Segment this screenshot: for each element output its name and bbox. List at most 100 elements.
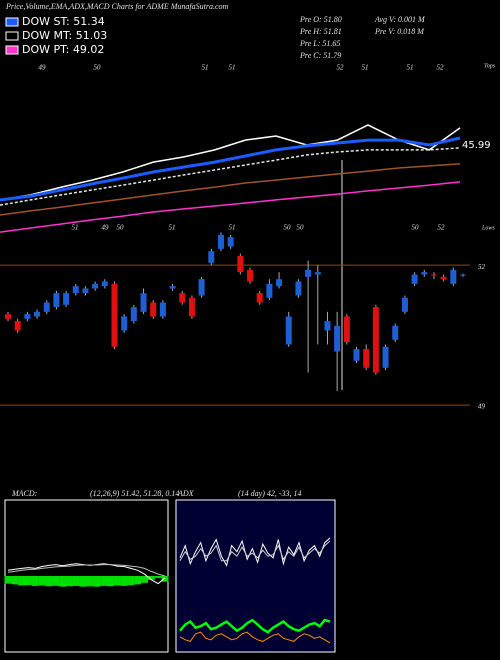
histogram-bar (93, 576, 101, 587)
histogram-bar (79, 576, 87, 587)
top-caption: Tops (484, 63, 496, 69)
candle-body (401, 297, 408, 312)
histogram-bar (18, 576, 26, 586)
info-open: Pre O: 51.80 (299, 15, 342, 24)
top-label: 52 (437, 64, 445, 72)
candle-body (363, 349, 370, 368)
histogram-bar (154, 576, 162, 578)
histogram-bar (45, 576, 53, 587)
candle-body (295, 281, 302, 296)
price-tag: 45.99 (462, 140, 491, 151)
low-caption: Lows (481, 225, 495, 231)
low-label: 49 (102, 224, 110, 232)
histogram-bar (65, 576, 73, 587)
histogram-bar (141, 576, 149, 583)
candle-body (150, 302, 157, 317)
histogram-bar (113, 576, 121, 586)
histogram-bar (31, 576, 39, 586)
candle-body (314, 272, 321, 275)
histogram-bar (86, 576, 94, 587)
candle-body (440, 276, 447, 280)
chart-title: Price,Volume,EMA,ADX,MACD Charts for ADM… (5, 2, 228, 11)
candle-body (34, 311, 41, 317)
low-label: 51 (169, 224, 176, 232)
legend-label: DOW ST: 51.34 (22, 15, 105, 28)
panel-subtitle: (14 day) 42, -33, 14 (238, 489, 302, 498)
panel-title: MACD: (11, 489, 38, 498)
indicator-line (0, 181, 461, 233)
avg-volume: Avg V: 0.001 M (374, 15, 426, 24)
candle-body (276, 279, 283, 287)
candle-body (43, 302, 50, 312)
candle-body (188, 297, 195, 317)
candle-body (92, 283, 99, 289)
histogram-bar (147, 576, 155, 580)
top-label: 51 (407, 64, 414, 72)
candle-body (285, 316, 292, 345)
top-label: 49 (39, 64, 47, 72)
candle-body (14, 321, 21, 331)
candle-body (324, 321, 331, 331)
low-label: 51 (72, 224, 79, 232)
adx-line (179, 618, 331, 634)
candle-body (460, 274, 466, 276)
candle-body (24, 314, 31, 319)
histogram-bar (38, 576, 46, 586)
macd-line (7, 564, 166, 577)
histogram-bar (120, 576, 128, 586)
info-close: Pre C: 51.79 (299, 51, 341, 60)
info-low: Pre L: 51.65 (299, 39, 340, 48)
low-label: 50 (117, 224, 125, 232)
candle-body (101, 281, 108, 287)
top-label: 52 (337, 64, 345, 72)
histogram-bar (52, 576, 60, 586)
candle-body (53, 293, 60, 308)
candle-body (266, 283, 273, 298)
histogram-bar (59, 576, 67, 587)
top-label: 51 (229, 64, 236, 72)
info-high: Pre H: 51.81 (299, 27, 342, 36)
y-tick-label: 52 (478, 263, 486, 271)
low-label: 50 (297, 224, 305, 232)
candle-body (111, 283, 118, 347)
low-label: 52 (438, 224, 446, 232)
y-tick-label: 49 (478, 403, 486, 411)
histogram-bar (4, 576, 12, 584)
candle-body (343, 316, 350, 343)
candle-body (334, 325, 341, 352)
candle-body (208, 251, 215, 263)
top-label: 50 (94, 64, 102, 72)
candle-body (217, 234, 224, 249)
top-label: 51 (362, 64, 369, 72)
candle-body (247, 269, 254, 282)
legend-swatch (5, 17, 19, 27)
candle-body (227, 237, 234, 247)
candle-body (411, 274, 418, 284)
candle-body (430, 274, 437, 276)
legend-label: DOW PT: 49.02 (22, 43, 104, 56)
candle-body (130, 307, 137, 322)
candle-body (121, 316, 128, 331)
candle-body (159, 302, 166, 317)
indicator-line (0, 163, 461, 216)
panel-title: ADX (177, 489, 195, 498)
legend-swatch (5, 45, 19, 55)
histogram-bar (72, 576, 80, 586)
histogram-bar (161, 576, 169, 582)
candle-body (421, 272, 428, 275)
legend-label: DOW MT: 51.03 (22, 29, 107, 42)
histogram-bar (11, 576, 19, 585)
candle-body (179, 293, 186, 303)
candle-body (305, 269, 312, 277)
candle-body (450, 269, 457, 284)
histogram-bar (100, 576, 108, 586)
histogram-bar (127, 576, 135, 586)
adx-panel (175, 499, 336, 653)
candle-body (5, 314, 11, 319)
candle-body (237, 255, 244, 273)
candle-body (353, 349, 360, 361)
candle-body (169, 286, 176, 289)
candle-body (198, 279, 205, 296)
top-label: 51 (202, 64, 209, 72)
candle-body (82, 288, 89, 294)
